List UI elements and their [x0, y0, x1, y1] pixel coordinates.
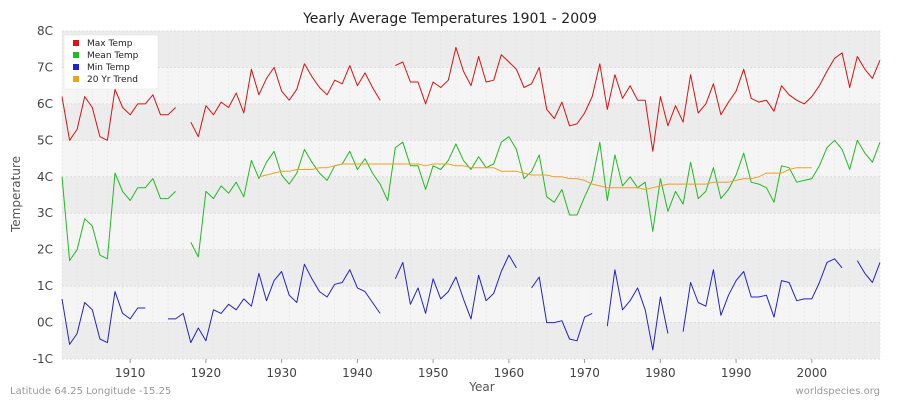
- legend-label: Mean Temp: [87, 51, 139, 61]
- series-line-min-temp: [168, 263, 381, 344]
- series-lines: [61, 46, 881, 351]
- x-tick-label: 1940: [342, 366, 373, 380]
- x-tick-label: 1980: [645, 366, 676, 380]
- x-tick-label: 1930: [266, 366, 297, 380]
- series-line-min-temp: [682, 258, 843, 332]
- y-tick-label: 8C: [37, 24, 53, 38]
- x-tick-label: 1910: [115, 366, 146, 380]
- footer-location: Latitude 64.25 Longitude -15.25: [10, 386, 171, 397]
- series-line-20-yr-trend: [258, 163, 812, 190]
- series-line-min-temp: [856, 260, 881, 283]
- legend-label: Min Temp: [87, 63, 130, 73]
- chart-title: Yearly Average Temperatures 1901 - 2009: [302, 11, 597, 27]
- series-line-max-temp: [61, 88, 176, 141]
- y-axis-label: Temperature: [9, 156, 23, 233]
- y-tick-label: 4C: [37, 170, 53, 184]
- legend-label: 20 Yr Trend: [87, 75, 138, 85]
- x-tick-label: 1960: [494, 366, 525, 380]
- legend-label: Max Temp: [87, 39, 133, 49]
- series-line-mean-temp: [190, 136, 881, 258]
- series-line-min-temp: [531, 276, 593, 342]
- legend-swatch: [73, 76, 79, 82]
- series-line-min-temp: [61, 291, 146, 345]
- y-tick-label: 3C: [37, 206, 53, 220]
- footer-source: worldspecies.org: [796, 386, 880, 397]
- x-tick-label: 1950: [418, 366, 449, 380]
- series-line-max-temp: [395, 46, 881, 152]
- plot-band: [62, 31, 880, 68]
- legend-swatch: [73, 64, 79, 70]
- legend: Max Temp Mean Temp Min Temp 20 Yr Trend: [63, 34, 159, 90]
- x-tick-label: 1990: [721, 366, 752, 380]
- legend-swatch: [73, 40, 79, 46]
- x-tick-label: 1920: [191, 366, 222, 380]
- plot-band: [62, 103, 880, 141]
- y-tick-label: 7C: [37, 60, 53, 74]
- series-line-mean-temp: [61, 172, 176, 262]
- x-tick-label: 2000: [797, 366, 828, 380]
- y-tick-label: 0C: [37, 316, 53, 330]
- x-axis-label: Year: [468, 380, 494, 394]
- y-tick-label: -1C: [33, 352, 53, 366]
- series-line-min-temp: [606, 269, 669, 351]
- x-axis-ticks: 1910 1920 1930 1940 1950 1960 1970 1980 1990 2000: [115, 359, 827, 380]
- y-tick-label: 2C: [37, 243, 53, 257]
- series-line-max-temp: [190, 63, 381, 138]
- grid-lines: [61, 30, 881, 360]
- x-tick-label: 1970: [569, 366, 600, 380]
- legend-swatch: [73, 52, 79, 58]
- y-tick-label: 1C: [37, 279, 53, 293]
- y-axis-ticks: -1C 0C 1C 2C 3C 4C 5C 6C 7C 8C: [33, 24, 53, 366]
- y-tick-label: 6C: [37, 97, 53, 111]
- y-tick-label: 5C: [37, 133, 53, 147]
- series-line-min-temp: [394, 254, 517, 320]
